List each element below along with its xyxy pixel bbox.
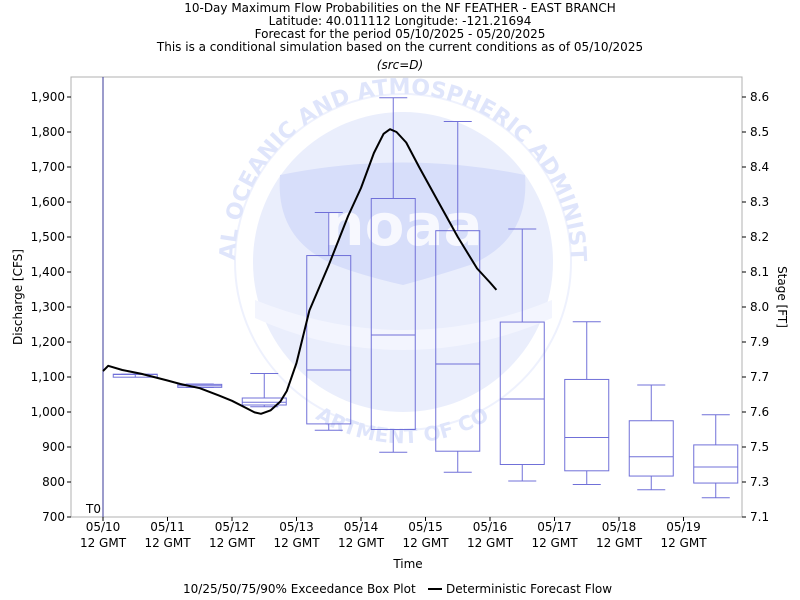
x-tick-label-time: 12 GMT	[596, 536, 643, 550]
y-left-tick-label: 1,100	[31, 370, 65, 384]
x-tick-label-time: 12 GMT	[209, 536, 256, 550]
exceedance-boxes	[112, 97, 739, 499]
y-right-tick-label: 7.5	[750, 440, 769, 454]
box-iqr	[435, 230, 481, 452]
box-iqr	[306, 255, 352, 425]
y-axis-left-label: Discharge [CFS]	[11, 249, 25, 345]
y-left-tick-label: 1,900	[31, 90, 65, 104]
x-tick-label-time: 12 GMT	[273, 536, 320, 550]
exceedance-box	[435, 121, 481, 473]
y-left-tick-label: 700	[42, 510, 65, 524]
y-right-tick-label: 7.7	[750, 370, 769, 384]
legend-box-label: 10/25/50/75/90% Exceedance Box Plot	[183, 582, 416, 596]
y-left-tick-label: 1,000	[31, 405, 65, 419]
watermark-logo-text: noaa	[323, 191, 482, 259]
y-right-tick-label: 8.0	[750, 300, 769, 314]
y-left-tick-label: 1,700	[31, 160, 65, 174]
watermark-wave-icon	[255, 300, 552, 350]
exceedance-box	[499, 228, 545, 482]
x-axis-label: Time	[392, 557, 422, 571]
deterministic-forecast-line	[102, 128, 498, 415]
box-iqr	[241, 397, 287, 406]
exceedance-box	[306, 212, 352, 431]
box-iqr	[564, 378, 610, 472]
x-tick-label-time: 12 GMT	[660, 536, 707, 550]
x-tick-label-date: 05/10	[86, 520, 121, 534]
source-note: (src=D)	[377, 58, 423, 72]
x-tick-label-time: 12 GMT	[531, 536, 578, 550]
y-right-tick-label: 8.3	[750, 195, 769, 209]
legend-line-label: Deterministic Forecast Flow	[446, 582, 612, 596]
watermark-bird-icon	[279, 162, 526, 285]
x-tick-label-time: 12 GMT	[467, 536, 514, 550]
chart-title-line-4: This is a conditional simulation based o…	[156, 40, 643, 54]
box-iqr	[499, 321, 545, 465]
x-tick-label-date: 05/19	[666, 520, 701, 534]
y-right-tick-label: 8.2	[750, 230, 769, 244]
y-left-tick-label: 1,500	[31, 230, 65, 244]
x-tick-label-date: 05/12	[215, 520, 250, 534]
y-right-tick-label: 7.1	[750, 510, 769, 524]
x-tick-label-time: 12 GMT	[144, 536, 191, 550]
y-left-tick-label: 1,600	[31, 195, 65, 209]
x-tick-label-time: 12 GMT	[80, 536, 127, 550]
chart-title-line-1: 10-Day Maximum Flow Probabilities on the…	[184, 1, 616, 15]
x-tick-label-date: 05/18	[602, 520, 637, 534]
forecast-layer	[102, 128, 498, 415]
chart-title-line-3: Forecast for the period 05/10/2025 - 05/…	[255, 27, 546, 41]
y-right-tick-label: 8.1	[750, 265, 769, 279]
box-iqr	[693, 444, 739, 484]
x-tick-label-time: 12 GMT	[402, 536, 449, 550]
exceedance-box	[564, 321, 610, 485]
y-right-tick-label: 7.9	[750, 335, 769, 349]
y-left-tick-label: 800	[42, 475, 65, 489]
x-tick-label-time: 12 GMT	[338, 536, 385, 550]
y-axis-left: 700 800 900 1,000 1,100 1,200 1,300 1,400 1,500 1…	[31, 90, 71, 524]
y-axis-right: 7.1 7.3 7.5 7.6 7.7 7.9 8.0 8.1 8.2 8.3 8.4 8.5 8.6	[742, 90, 769, 524]
y-right-tick-label: 8.6	[750, 90, 769, 104]
y-left-tick-label: 900	[42, 440, 65, 454]
y-right-tick-label: 7.3	[750, 475, 769, 489]
y-right-tick-label: 7.6	[750, 405, 769, 419]
x-tick-label-date: 05/11	[150, 520, 185, 534]
exceedance-box	[370, 97, 416, 453]
box-iqr	[370, 198, 416, 430]
x-tick-label-date: 05/14	[344, 520, 379, 534]
x-tick-label-date: 05/13	[279, 520, 314, 534]
y-right-tick-label: 8.5	[750, 125, 769, 139]
x-tick-label-date: 05/17	[537, 520, 572, 534]
y-right-tick-label: 8.4	[750, 160, 769, 174]
exceedance-box	[693, 414, 739, 499]
t0-label: T0	[85, 502, 101, 516]
y-axis-right-label: Stage [FT]	[775, 266, 789, 328]
x-tick-label-date: 05/15	[408, 520, 443, 534]
y-left-tick-label: 1,400	[31, 265, 65, 279]
y-left-tick-label: 1,300	[31, 300, 65, 314]
exceedance-box	[628, 384, 674, 491]
y-left-tick-label: 1,800	[31, 125, 65, 139]
y-left-tick-label: 1,200	[31, 335, 65, 349]
chart-title-line-2: Latitude: 40.011112 Longitude: -121.2169…	[269, 14, 532, 28]
box-iqr	[628, 420, 674, 477]
x-tick-label-date: 05/16	[473, 520, 508, 534]
x-axis: 05/10 12 GMT 05/11 12 GMT 05/12 12 GMT 05/13 12…	[80, 517, 707, 550]
